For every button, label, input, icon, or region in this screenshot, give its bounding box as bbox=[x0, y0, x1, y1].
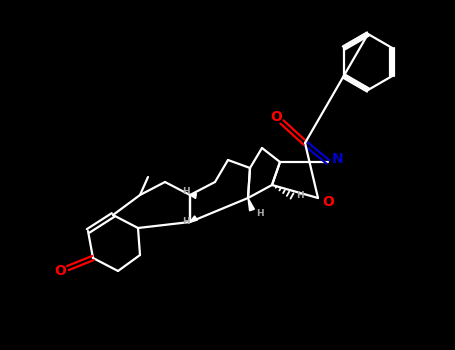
Text: H: H bbox=[182, 188, 190, 196]
Text: H: H bbox=[256, 210, 264, 218]
Text: H: H bbox=[296, 191, 304, 201]
Text: N: N bbox=[332, 152, 344, 166]
Polygon shape bbox=[190, 194, 197, 198]
Text: O: O bbox=[322, 195, 334, 209]
Polygon shape bbox=[248, 198, 254, 211]
Text: O: O bbox=[54, 264, 66, 278]
Text: O: O bbox=[270, 110, 282, 124]
Text: H: H bbox=[182, 217, 190, 226]
Polygon shape bbox=[190, 216, 197, 222]
